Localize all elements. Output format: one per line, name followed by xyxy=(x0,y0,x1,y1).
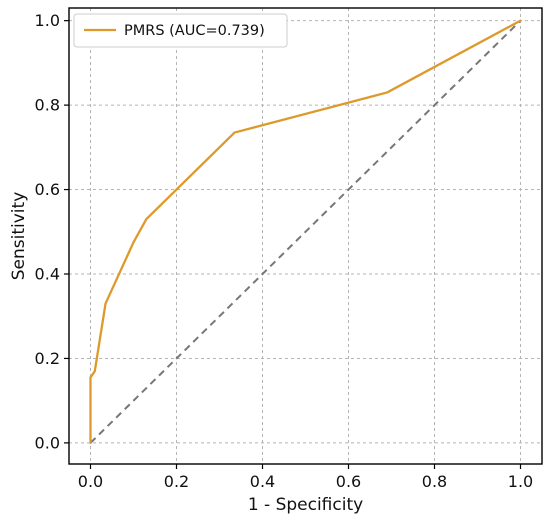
y-axis-ticks: 0.0 0.2 0.4 0.6 0.8 1.0 xyxy=(35,11,69,452)
x-tick-label: 0.8 xyxy=(422,472,447,491)
x-axis-label: 1 - Specificity xyxy=(248,495,363,515)
grid xyxy=(69,8,542,464)
legend-box xyxy=(73,13,288,48)
x-tick-label: 1.0 xyxy=(508,472,533,491)
y-tick-label: 0.2 xyxy=(35,349,60,368)
y-tick-label: 1.0 xyxy=(35,11,60,30)
y-tick-label: 0.0 xyxy=(35,433,60,452)
reference-line-layer xyxy=(89,19,522,444)
y-tick-label: 0.4 xyxy=(35,265,60,284)
legend: PMRS (AUC=0.739) xyxy=(73,13,288,48)
x-tick-label: 0.2 xyxy=(164,472,189,491)
plot-frame xyxy=(68,7,543,465)
x-axis-ticks: 0.0 0.2 0.4 0.6 0.8 1.0 xyxy=(78,464,533,491)
series-layer xyxy=(89,19,522,445)
roc-curve-series-0 xyxy=(89,19,522,445)
x-tick-label: 0.6 xyxy=(336,472,361,491)
legend-entry-label: PMRS (AUC=0.739) xyxy=(124,23,265,39)
y-tick-label: 0.6 xyxy=(35,180,60,199)
x-tick-label: 0.0 xyxy=(78,472,103,491)
y-axis-label: Sensitivity xyxy=(9,192,29,281)
reference-diagonal-line xyxy=(89,19,522,444)
x-tick-label: 0.4 xyxy=(250,472,275,491)
y-tick-label: 0.8 xyxy=(35,96,60,115)
